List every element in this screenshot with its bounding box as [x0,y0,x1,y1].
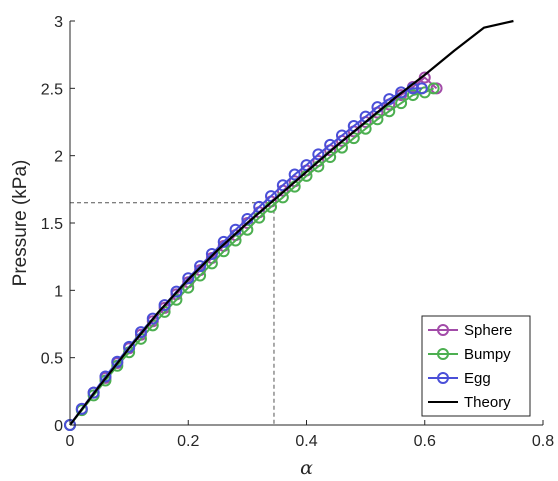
x-tick-label: 0.6 [414,433,436,450]
y-ticks: 0 0.5 1 1.5 2 2.5 3 [41,14,75,435]
x-tick-label: 0.4 [295,433,317,450]
data-point [288,168,301,181]
data-point [395,86,408,99]
data-point [158,299,171,312]
data-point [347,132,360,145]
series-line [69,87,435,426]
legend-item: Egg [428,370,491,387]
legend-box [421,315,531,417]
data-point [111,355,124,368]
legend-item: Bumpy [428,346,511,363]
series-theory [69,19,514,426]
data-point [134,326,147,339]
data-point [146,312,159,325]
data-point [75,402,88,415]
x-tick-label: 0 [66,433,75,450]
legend-item: Theory [428,394,511,411]
legend-marker [437,348,449,360]
series-layer [64,19,514,431]
legend-label: Bumpy [464,346,511,363]
legend-item: Sphere [428,322,512,339]
data-point [170,285,183,298]
y-tick-label: 3 [54,14,63,31]
data-point [87,386,100,399]
data-point [217,235,230,248]
legend-marker [437,324,449,336]
data-point [324,138,337,151]
legend-label: Egg [464,370,491,387]
data-point [300,159,313,172]
data-point [406,89,419,102]
data-point [182,272,195,285]
y-tick-label: 2.5 [41,81,63,98]
legend: Sphere Bumpy Egg Theory [421,315,531,417]
series-egg [64,82,428,431]
data-point [427,82,440,95]
legend-label: Sphere [464,322,512,339]
series-line [69,87,422,426]
data-point [383,105,396,118]
legend-label: Theory [464,394,511,411]
data-point [265,190,278,203]
y-tick-label: 2 [54,149,63,166]
y-axis-label: Pressure (kPa) [10,160,31,287]
series-sphere [64,71,443,431]
data-point [205,247,218,260]
data-point [371,113,384,126]
y-tick-label: 0.5 [41,351,63,368]
data-point [415,82,428,95]
data-point [123,340,136,353]
x-tick-label: 0.8 [532,433,554,450]
y-tick-label: 0 [54,418,63,435]
y-tick-label: 1 [54,283,63,300]
data-point [359,122,372,135]
series-line [69,19,514,426]
x-tick-label: 0.2 [177,433,199,450]
x-ticks: 0 0.2 0.4 0.6 0.8 [66,420,554,450]
data-point [99,370,112,383]
x-axis-label: α [300,457,313,479]
reference-dashed-lines [70,202,275,425]
data-point [170,293,183,306]
data-point [276,179,289,192]
data-point [194,260,207,273]
legend-marker [437,372,449,384]
y-tick-label: 1.5 [41,216,63,233]
data-point [312,148,325,161]
series-bumpy [64,82,440,431]
series-line [69,76,438,426]
